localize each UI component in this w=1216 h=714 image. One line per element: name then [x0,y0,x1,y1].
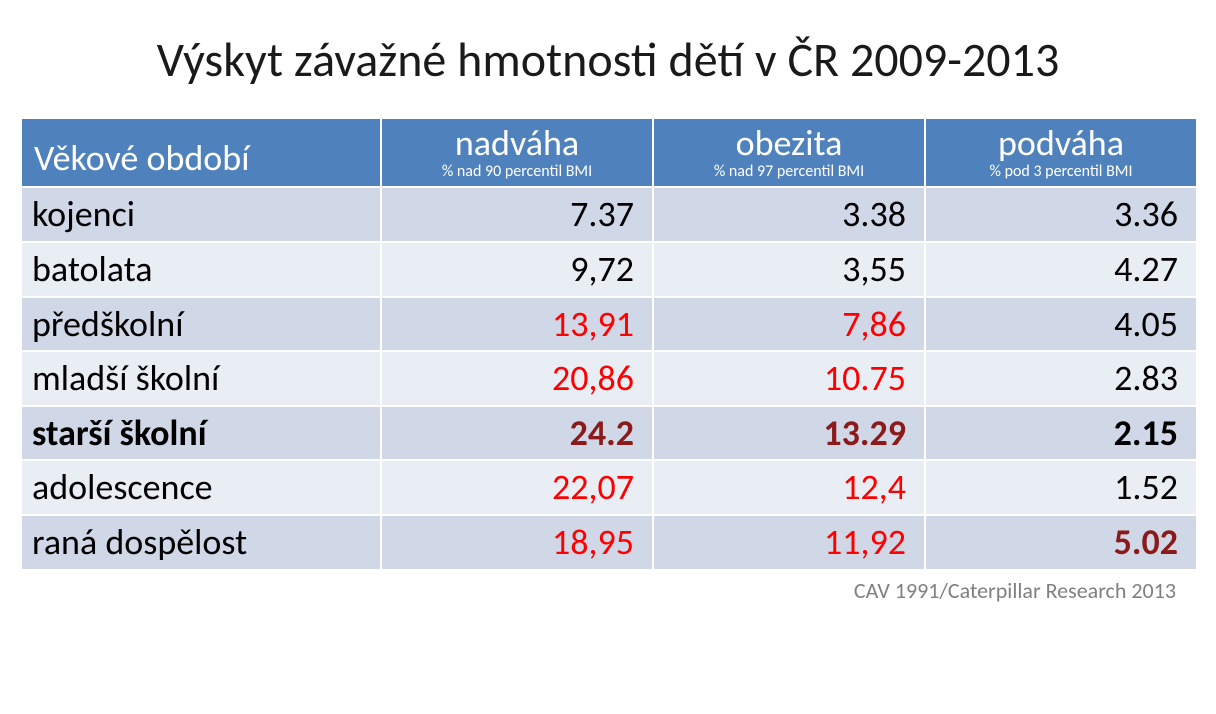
col-header-rowhead: Věkové období [21,118,381,187]
col-header-main: obezita [666,125,912,163]
col-header-nadvaha: nadváha % nad 90 percentil BMI [381,118,653,187]
row-label: mladší školní [21,351,381,406]
col-header-main: nadváha [394,125,640,163]
cell-value: 10.75 [653,351,925,406]
cell-value: 2.83 [925,351,1197,406]
cell-value: 1.52 [925,460,1197,515]
cell-value: 13,91 [381,297,653,352]
cell-value: 2.15 [925,406,1197,461]
table-row: raná dospělost18,9511,925.02 [21,515,1197,570]
col-header-podvaha: podváha % pod 3 percentil BMI [925,118,1197,187]
col-header-main: podváha [938,125,1184,163]
row-label: raná dospělost [21,515,381,570]
col-header-sub: % nad 97 percentil BMI [666,163,912,183]
cell-value: 3.36 [925,187,1197,242]
cell-value: 9,72 [381,242,653,297]
cell-value: 7,86 [653,297,925,352]
cell-value: 3.38 [653,187,925,242]
cell-value: 11,92 [653,515,925,570]
cell-value: 18,95 [381,515,653,570]
cell-value: 20,86 [381,351,653,406]
col-header-sub: % nad 90 percentil BMI [394,163,640,183]
cell-value: 3,55 [653,242,925,297]
row-label: batolata [21,242,381,297]
col-header-sub: % pod 3 percentil BMI [938,163,1184,183]
row-label: předškolní [21,297,381,352]
col-header-obezita: obezita % nad 97 percentil BMI [653,118,925,187]
table-row: předškolní13,917,864.05 [21,297,1197,352]
cell-value: 24.2 [381,406,653,461]
row-label: kojenci [21,187,381,242]
table-row: kojenci7.373.383.36 [21,187,1197,242]
data-table: Věkové období nadváha % nad 90 percentil… [20,117,1198,571]
cell-value: 12,4 [653,460,925,515]
cell-value: 5.02 [925,515,1197,570]
footer-credit: CAV 1991/Caterpillar Research 2013 [20,571,1196,604]
table-row: starší školní24.213.292.15 [21,406,1197,461]
cell-value: 4.27 [925,242,1197,297]
table-row: adolescence22,0712,41.52 [21,460,1197,515]
page-title: Výskyt závažné hmotnosti dětí v ČR 2009-… [20,30,1196,89]
row-label: adolescence [21,460,381,515]
cell-value: 4.05 [925,297,1197,352]
cell-value: 7.37 [381,187,653,242]
table-body: kojenci7.373.383.36batolata9,723,554.27p… [21,187,1197,569]
cell-value: 22,07 [381,460,653,515]
cell-value: 13.29 [653,406,925,461]
table-header-row: Věkové období nadváha % nad 90 percentil… [21,118,1197,187]
row-label: starší školní [21,406,381,461]
table-row: mladší školní20,8610.752.83 [21,351,1197,406]
table-row: batolata9,723,554.27 [21,242,1197,297]
